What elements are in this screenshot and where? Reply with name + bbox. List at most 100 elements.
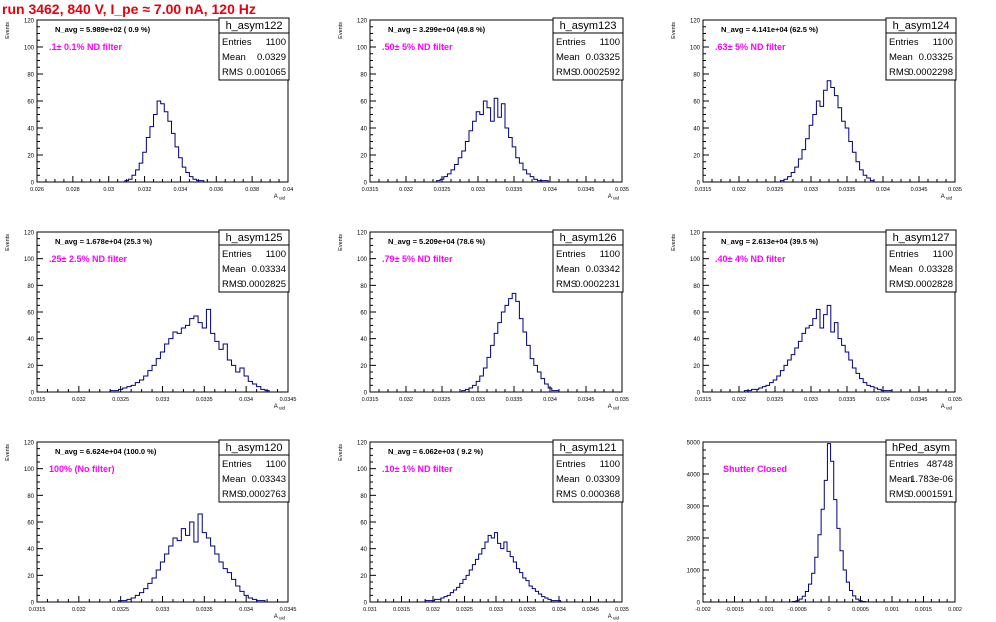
y-axis-label: Events: [338, 22, 344, 39]
histogram-bin: [788, 177, 792, 182]
histogram-bin: [530, 177, 534, 182]
stats-value: 0.0002828: [908, 279, 953, 290]
stats-box: [885, 439, 957, 503]
x-tick-label: 0.0335: [519, 607, 536, 613]
histogram-bin: [189, 177, 193, 182]
y-tick-label: 3000: [687, 505, 701, 511]
stats-value: 48748: [927, 459, 953, 470]
histogram-bin: [527, 174, 531, 182]
histogram-bin: [483, 368, 487, 392]
y-tick-label: 100: [357, 467, 368, 473]
histogram-bin: [813, 319, 817, 392]
x-tick-label: 0.032: [426, 607, 440, 613]
y-tick-label: 120: [357, 231, 368, 237]
histogram-bin: [131, 385, 135, 392]
filter-annotation: .50± 5% ND filter: [382, 42, 453, 52]
panel-title: N_avg = 6.624e+04 (100.0 %): [55, 447, 157, 456]
x-tick-label: 0.0325: [456, 607, 473, 613]
stats-histogram-name: hPed_asym: [892, 442, 950, 454]
histogram-bin: [856, 162, 860, 182]
x-tick-label: 0.0325: [767, 397, 784, 403]
histogram-bin: [505, 305, 509, 392]
histogram-bin: [131, 598, 135, 602]
histogram-bin: [809, 325, 813, 392]
stats-label: Entries: [222, 249, 252, 260]
histogram-bin: [798, 159, 802, 182]
histogram-bin: [181, 328, 185, 392]
x-tick-label: 0.028: [66, 187, 80, 193]
histogram-bin: [143, 152, 147, 182]
y-tick-label: 60: [27, 521, 34, 527]
filter-annotation: .25± 2.5% ND filter: [49, 254, 127, 264]
stats-label: RMS: [222, 279, 243, 290]
y-tick-label: 80: [360, 284, 367, 290]
stats-value: 0.0329: [257, 52, 286, 63]
y-tick-label: 20: [27, 574, 34, 580]
histogram-bin: [458, 158, 462, 182]
stats-label: RMS: [556, 67, 577, 78]
panel-title: N_avg = 2.613e+04 (39.5 %): [721, 237, 819, 246]
stats-label: RMS: [222, 489, 243, 500]
stats-value: 0.0002825: [241, 279, 286, 290]
histogram-panel: 0 20 40 60 80 100 120 0.0315 0.032 0.0325 0.033 0.0…: [5, 439, 296, 621]
x-tick-label: 0.036: [209, 187, 223, 193]
histogram-bin: [190, 522, 194, 602]
stats-label: Entries: [222, 459, 252, 470]
y-tick-label: 40: [360, 337, 367, 343]
x-tick-label: 0.0335: [196, 397, 213, 403]
histogram-bin: [759, 388, 763, 392]
x-tick-label: 0.0345: [911, 397, 928, 403]
histogram-bin: [462, 151, 466, 182]
histogram-bin: [248, 598, 252, 602]
x-tick-label: 0.032: [72, 607, 86, 613]
x-tick-label: 0.0335: [506, 187, 523, 193]
y-tick-label: 80: [27, 73, 34, 79]
histogram-bin: [476, 381, 480, 392]
x-tick-label: 0.032: [399, 187, 413, 193]
x-tick-label: 0.001: [885, 607, 899, 613]
histogram-bin: [476, 112, 480, 182]
histogram-bin: [488, 535, 491, 602]
panel-title: N_avg = 5.209e+04 (78.6 %): [388, 237, 486, 246]
stats-value: 1100: [600, 459, 620, 470]
filter-annotation: .63± 5% ND filter: [715, 42, 786, 52]
stats-value: 1100: [600, 249, 620, 260]
histogram-bin: [498, 117, 502, 182]
histogram-bin: [860, 379, 864, 392]
histogram-bin: [798, 341, 802, 392]
histogram-bin: [494, 98, 498, 182]
histogram-outline: [789, 443, 869, 603]
y-tick-label: 100: [357, 257, 368, 263]
histogram-panel: 0 20 40 60 80 100 120 0.031 0.0315 0.032 0.0325 0.0…: [338, 439, 629, 621]
y-tick-label: 60: [360, 521, 367, 527]
y-axis-label: Events: [671, 234, 677, 251]
histogram-bin: [816, 309, 820, 392]
histogram-bin: [867, 385, 871, 392]
y-tick-label: 1000: [687, 569, 701, 575]
y-tick-label: 20: [693, 364, 700, 370]
filter-annotation: .10± 1% ND filter: [382, 464, 453, 474]
histogram-bin: [190, 319, 194, 392]
y-axis-label: Events: [338, 444, 344, 461]
y-tick-label: 100: [24, 257, 35, 263]
histogram-bin: [867, 178, 871, 182]
histogram-bin: [177, 541, 181, 602]
stats-box: [218, 17, 290, 81]
x-tick-label: 0.0335: [839, 187, 856, 193]
histogram-bin: [523, 578, 526, 602]
histogram-bin: [182, 167, 186, 182]
histogram-bin: [194, 316, 198, 392]
histogram-bin: [766, 385, 770, 392]
histogram-bin: [482, 549, 485, 602]
histogram-bin: [152, 578, 156, 602]
x-tick-label: 0.0335: [506, 397, 523, 403]
x-tick-label: 0.0315: [695, 397, 712, 403]
histogram-bin: [777, 376, 781, 392]
stats-label: Entries: [222, 37, 252, 48]
x-tick-label: 0.033: [471, 397, 485, 403]
histogram-bin: [795, 167, 799, 182]
histogram-bin: [223, 569, 227, 602]
histogram-bin: [485, 542, 488, 602]
x-tick-label: 0.034: [876, 397, 890, 403]
histogram-panel: 0 1000 2000 3000 4000 5000 -0.002 -0.0015 -0.001…: [687, 439, 962, 613]
